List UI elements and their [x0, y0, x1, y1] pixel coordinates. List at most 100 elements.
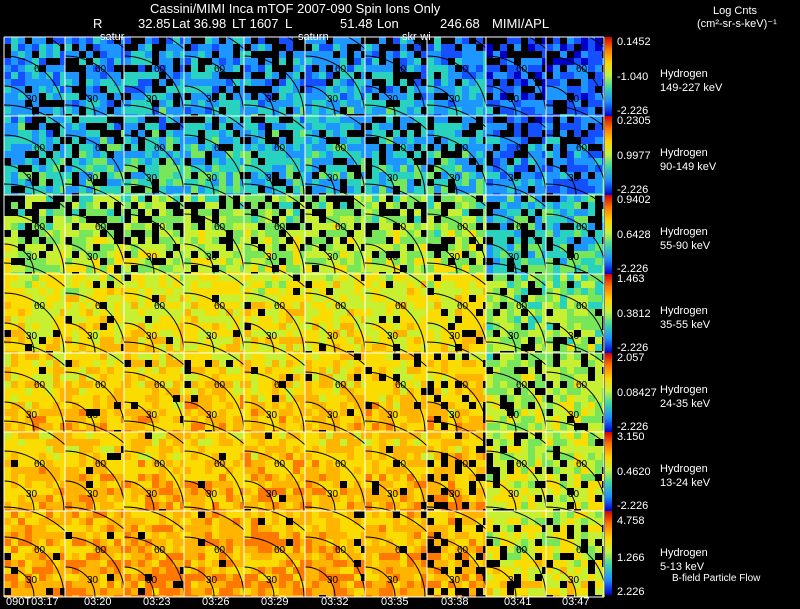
contour-line [304, 536, 366, 598]
contour-label: 60 [95, 222, 107, 233]
colorbar-6 [605, 511, 612, 595]
contour-label: 30 [568, 331, 580, 342]
contour-label: 60 [214, 301, 226, 312]
contour-line [485, 566, 517, 598]
contour-line [123, 134, 185, 196]
contour-line [123, 536, 185, 598]
contour-line [364, 536, 426, 598]
contour-label: 30 [87, 489, 99, 500]
scale-min-2: -2.226 [617, 263, 649, 275]
contour-label: 30 [146, 410, 158, 421]
contour-line [426, 480, 458, 512]
contour-line [364, 566, 396, 598]
contour-line [3, 85, 35, 117]
units-title: Log Cnts [713, 5, 758, 17]
contour-line [123, 213, 185, 275]
contour-label: 60 [457, 545, 469, 556]
lat-value: Lat 36.98 [172, 16, 227, 31]
image-tile: 30 60 [304, 104, 396, 196]
contour-label: 30 [449, 410, 461, 421]
contour-line [545, 243, 577, 275]
contour-label: 30 [266, 410, 278, 421]
image-tile: 30 60 [485, 420, 577, 512]
contour-label: 60 [274, 143, 286, 154]
contour-label: 60 [154, 64, 166, 75]
contour-label: 30 [87, 173, 99, 184]
contour-line [304, 243, 336, 275]
series-label-0: Hydrogen 149-227 keV [660, 67, 722, 95]
contour-line [364, 164, 396, 196]
contour-label: 60 [154, 459, 166, 470]
image-tile: 30 60 [123, 341, 215, 433]
series-label-3: Hydrogen 35-55 keV [660, 304, 710, 332]
contour-line [364, 243, 396, 275]
contour-label: 30 [508, 331, 520, 342]
series-label-6: Hydrogen 5-13 keV [660, 546, 708, 574]
contour-label: 60 [395, 64, 407, 75]
contour-label: 30 [508, 252, 520, 263]
contour-line [485, 55, 547, 117]
contour-label: 60 [516, 545, 528, 556]
scale-max-3: 1.463 [617, 273, 645, 285]
contour-label: 60 [214, 545, 226, 556]
contour-label: 30 [206, 410, 218, 421]
contour-line [64, 480, 96, 512]
contour-label: 60 [34, 222, 46, 233]
image-tile: 30 60 [243, 420, 335, 512]
credit-label: MIMI/APL [492, 16, 550, 31]
contour-line [123, 55, 185, 117]
image-tile: 30 60 [485, 506, 577, 598]
image-tile: 30 60 [545, 341, 637, 433]
contour-line [243, 401, 275, 433]
contour-line [426, 164, 458, 196]
contour-label: 60 [576, 301, 588, 312]
contour-line [304, 480, 336, 512]
contour-line [364, 480, 396, 512]
contour-line [64, 401, 96, 433]
contour-label: 30 [87, 331, 99, 342]
footer-note: B-field Particle Flow [672, 573, 761, 584]
contour-label: 30 [449, 331, 461, 342]
contour-label: 30 [449, 173, 461, 184]
contour-line [304, 164, 336, 196]
contour-line [545, 401, 577, 433]
species-label: Hydrogen [660, 68, 708, 80]
contour-label: 60 [516, 459, 528, 470]
contour-label: 30 [206, 575, 218, 586]
contour-line [485, 85, 517, 117]
contour-label: 30 [206, 94, 218, 105]
contour-line [364, 55, 426, 117]
contour-label: 60 [576, 380, 588, 391]
contour-label: 30 [387, 252, 399, 263]
contour-label: 30 [146, 575, 158, 586]
image-tile: 30 60 [364, 262, 456, 354]
contour-label: 30 [266, 489, 278, 500]
contour-line [243, 55, 305, 117]
image-tile: 30 60 [183, 183, 275, 275]
contour-label: 60 [335, 380, 347, 391]
contour-label: 30 [387, 410, 399, 421]
contour-line [304, 322, 336, 354]
contour-line [485, 480, 517, 512]
contour-label: 60 [335, 143, 347, 154]
contour-label: 30 [146, 331, 158, 342]
contour-line [485, 371, 547, 433]
contour-label: 60 [335, 459, 347, 470]
contour-label: 30 [146, 489, 158, 500]
contour-line [304, 213, 366, 275]
contour-label: 60 [95, 380, 107, 391]
contour-line [123, 243, 155, 275]
contour-label: 60 [34, 301, 46, 312]
image-tile: 30 60 [364, 183, 456, 275]
contour-label: 60 [154, 545, 166, 556]
time-label-7: 03:38 [441, 596, 469, 608]
contour-label: 30 [327, 94, 339, 105]
image-tile: 30 60 [183, 420, 275, 512]
contour-label: 60 [395, 380, 407, 391]
image-tile: 30 60 [243, 104, 335, 196]
contour-label: 30 [508, 94, 520, 105]
contour-line [426, 85, 458, 117]
contour-label: 60 [457, 380, 469, 391]
contour-label: 30 [146, 94, 158, 105]
contour-line [243, 371, 305, 433]
